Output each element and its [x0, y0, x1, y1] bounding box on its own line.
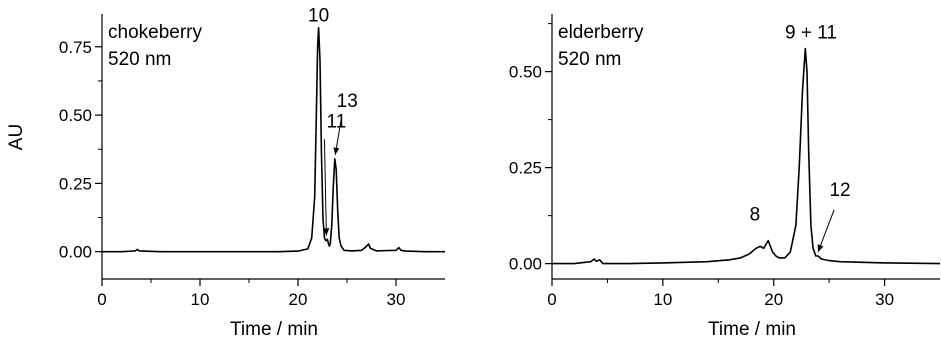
chokeberry-chromatogram-line: [102, 26, 445, 253]
chokeberry-y-tick-label: 0.00: [59, 243, 92, 262]
chokeberry-peak-label: 13: [337, 91, 358, 112]
chokeberry-y-tick-label: 0.50: [59, 106, 92, 125]
chokeberry-peak-arrowhead: [323, 228, 330, 236]
elderberry-chromatogram-line: [552, 47, 941, 265]
chokeberry-y-tick-label: 0.25: [59, 174, 92, 193]
chokeberry-sample-label: chokeberry: [108, 22, 202, 43]
chokeberry-peak-label: 11: [327, 111, 347, 132]
chokeberry-y-tick-label: 0.75: [59, 38, 92, 57]
elderberry-y-tick-label: 0.00: [509, 255, 542, 274]
elderberry-x-tick-label: 20: [764, 290, 783, 309]
chokeberry-x-tick-label: 0: [97, 290, 106, 309]
elderberry-x-tick-label: 0: [547, 290, 556, 309]
chokeberry-x-axis-title: Time / min: [230, 319, 318, 340]
chokeberry-x-tick-label: 30: [387, 290, 406, 309]
elderberry-peak-label: 9 + 11: [785, 23, 837, 44]
y-axis-title: AU: [6, 124, 27, 150]
chokeberry-peak-label: 10: [308, 6, 329, 27]
chokeberry-x-tick-label: 10: [191, 290, 210, 309]
elderberry-wavelength-label: 520 nm: [558, 49, 621, 70]
elderberry-peak-arrowhead: [817, 244, 824, 252]
chokeberry-wavelength-label: 520 nm: [108, 49, 171, 70]
chokeberry-x-tick-label: 20: [289, 290, 308, 309]
elderberry-peak-label: 12: [829, 180, 850, 201]
elderberry-peak-arrow: [817, 209, 835, 253]
chokeberry-peak-arrow: [323, 139, 327, 236]
chokeberry-peak-arrowhead: [333, 147, 340, 155]
elderberry-sample-label: elderberry: [558, 22, 644, 43]
elderberry-x-tick-label: 10: [653, 290, 672, 309]
elderberry-x-tick-label: 30: [875, 290, 894, 309]
elderberry-peak-label: 8: [750, 205, 761, 226]
elderberry-y-tick-label: 0.50: [509, 63, 542, 82]
elderberry-x-axis-title: Time / min: [708, 319, 796, 340]
elderberry-plot-area: 0 10 20 30 0.00 0.25 0.50 8 9 + 11 12: [509, 14, 941, 309]
elderberry-y-tick-label: 0.25: [509, 159, 542, 178]
